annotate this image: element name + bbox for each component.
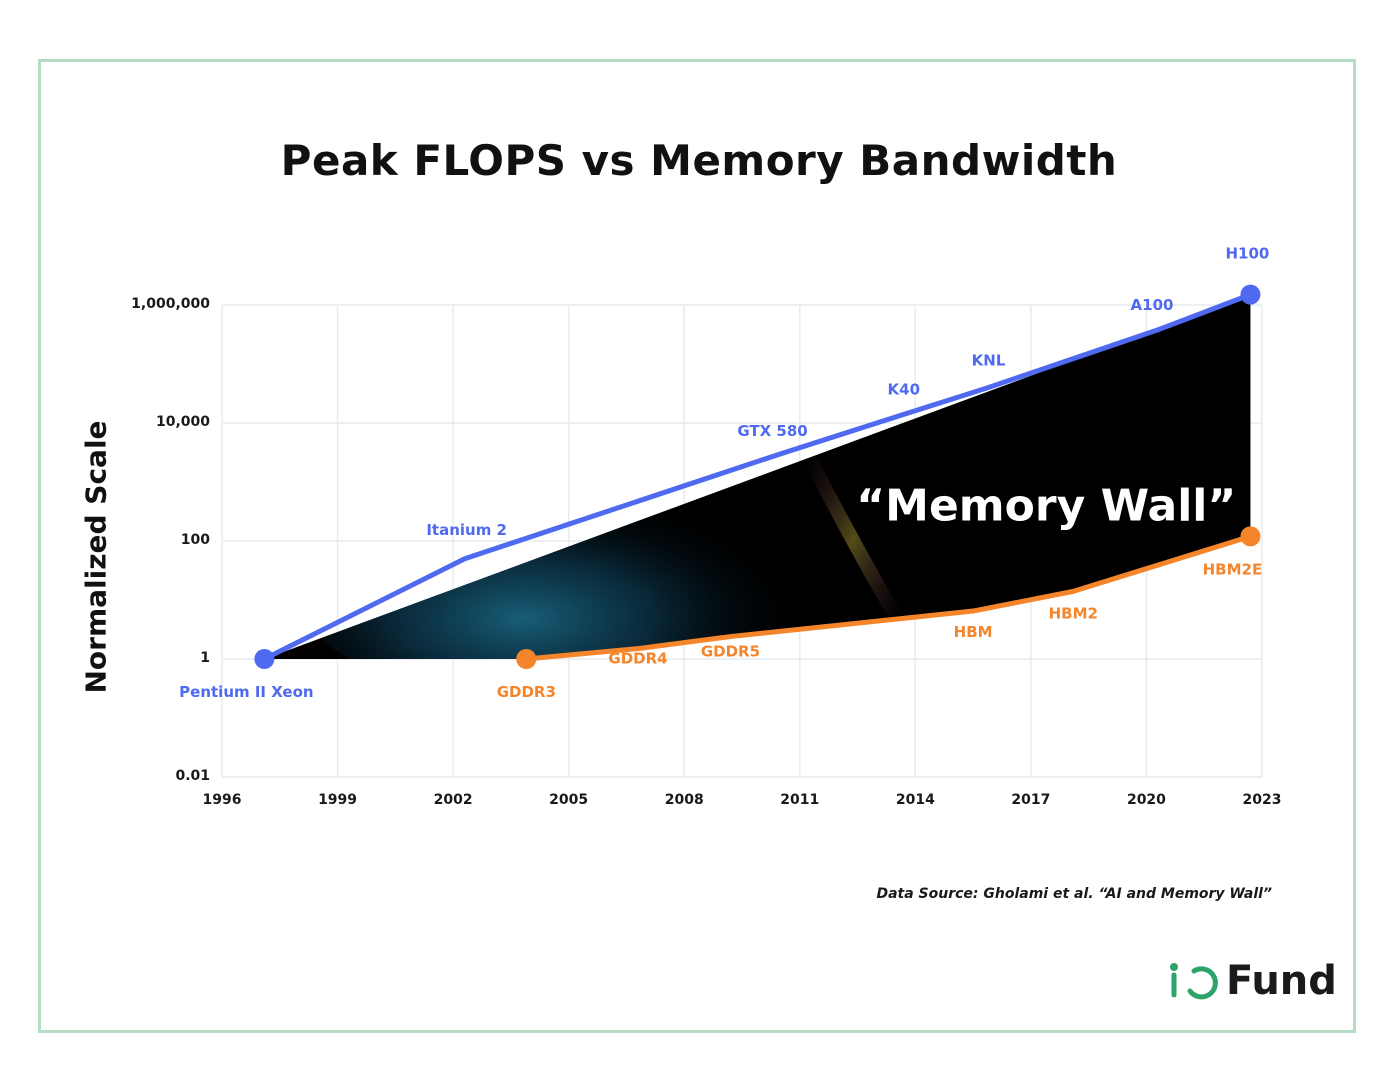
series-start-marker <box>516 649 537 669</box>
x-tick-label: 2014 <box>896 792 935 808</box>
y-tick-label: 10,000 <box>156 414 210 430</box>
y-tick-label: 0.01 <box>175 768 210 784</box>
y-tick-label: 1 <box>200 650 210 666</box>
x-tick-label: 2011 <box>780 792 819 808</box>
brand-logo: Fund <box>1168 958 1337 1004</box>
series-lines <box>254 284 1261 669</box>
bandwidth-point-label: HBM2E <box>1203 560 1263 578</box>
series-end-marker <box>1240 284 1261 305</box>
chart-frame <box>38 59 1356 1033</box>
bandwidth-point-label: GDDR5 <box>701 643 760 661</box>
y-tick-label: 100 <box>181 532 210 548</box>
x-tick-label: 2023 <box>1243 792 1282 808</box>
data-source-note: Data Source: Gholami et al. “AI and Memo… <box>876 886 1272 902</box>
logo-text: Fund <box>1226 958 1337 1004</box>
x-tick-label: 2005 <box>549 792 588 808</box>
flops-point-label: A100 <box>1131 296 1174 314</box>
x-tick-label: 2017 <box>1011 792 1050 808</box>
flops-point-label: Pentium II Xeon <box>179 683 313 701</box>
flops-line <box>261 292 1253 662</box>
bandwidth-line <box>523 533 1253 662</box>
memory-wall-area: “Memory Wall” <box>264 294 1251 659</box>
y-tick-label: 1,000,000 <box>131 296 210 312</box>
x-tick-label: 1996 <box>203 792 242 808</box>
io-logo-icon <box>1170 963 1218 1000</box>
flops-point-label: H100 <box>1226 245 1270 263</box>
flops-point-label: K40 <box>888 380 921 398</box>
series-start-marker <box>254 649 275 669</box>
x-tick-label: 2008 <box>665 792 704 808</box>
wall-glow <box>289 462 810 659</box>
flops-point-label: GTX 580 <box>737 422 807 440</box>
memory-wall-annotation: “Memory Wall” <box>856 480 1236 531</box>
series-end-marker <box>1240 526 1261 547</box>
bandwidth-point-label: GDDR4 <box>608 650 667 668</box>
x-tick-label: 1999 <box>318 792 357 808</box>
bandwidth-point-label: HBM <box>954 623 993 641</box>
chart-title: Peak FLOPS vs Memory Bandwidth <box>280 136 1118 185</box>
axes: 1996 1999 2002 2005 2008 2011 2014 2017 2020 2023… <box>131 296 1281 808</box>
flops-point-label: Itanium 2 <box>426 521 507 539</box>
flops-point-label: KNL <box>972 351 1006 369</box>
bandwidth-point-label: HBM2 <box>1049 604 1098 622</box>
wall-streak <box>801 450 906 627</box>
x-tick-label: 2020 <box>1127 792 1166 808</box>
point-labels: Pentium II Xeon Itanium 2 GTX 580 K40 KNL A10… <box>179 245 1269 701</box>
x-tick-label: 2002 <box>434 792 473 808</box>
bandwidth-point-label: GDDR3 <box>497 683 556 701</box>
